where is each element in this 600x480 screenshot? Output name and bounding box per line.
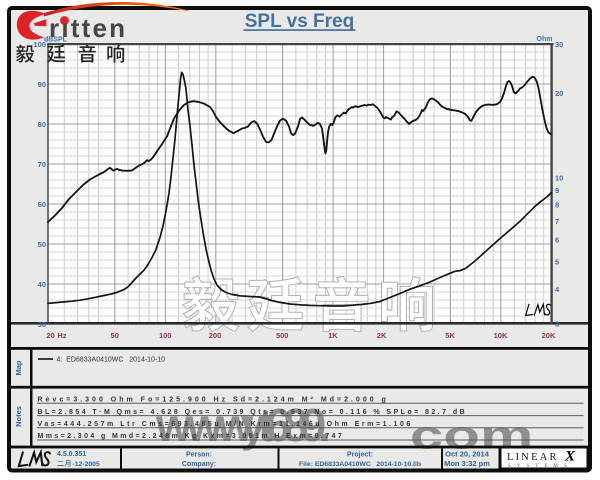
svg-text:80: 80 [38, 120, 46, 129]
svg-text:200: 200 [209, 331, 222, 340]
svg-text:SPL vs Freq: SPL vs Freq [245, 11, 354, 32]
svg-text:2K: 2K [377, 331, 387, 340]
svg-text:File: ED6833A0410WC 2014-10-: File: ED6833A0410WC 2014-10-10.lib [299, 461, 421, 468]
svg-text:20: 20 [555, 89, 563, 98]
svg-text:Mms=2.304 g Mmd=2.248m Kg Kx: Mms=2.304 g Mmd=2.248m Kg Kxm=3.051m H E… [38, 433, 345, 440]
svg-text:9: 9 [555, 186, 559, 195]
svg-text:90: 90 [38, 80, 46, 89]
svg-text:500: 500 [276, 331, 289, 340]
svg-text:LINEAR: LINEAR [507, 452, 559, 463]
svg-text:10K: 10K [494, 331, 508, 340]
svg-text:50: 50 [111, 331, 119, 340]
svg-text:X: X [564, 448, 576, 464]
svg-text:Person:: Person: [186, 452, 212, 459]
svg-text:5: 5 [555, 258, 559, 267]
svg-text:8: 8 [555, 201, 559, 210]
svg-text:4.5.0.351: 4.5.0.351 [57, 451, 86, 458]
svg-text:dBSPL: dBSPL [44, 37, 68, 44]
svg-text:www.: www. [155, 399, 257, 451]
svg-text:Ohm: Ohm [537, 36, 553, 43]
svg-text:Hz: Hz [57, 331, 66, 340]
svg-text:4: 4 [555, 285, 560, 294]
svg-text:Revc=3.300 Ohm Fo=125.900 Hz: Revc=3.300 Ohm Fo=125.900 Hz Sd=2.124m M… [38, 397, 389, 404]
svg-text:30: 30 [555, 40, 563, 49]
svg-text:Project:: Project: [347, 452, 373, 459]
svg-text:6: 6 [555, 236, 559, 245]
svg-text:4: ED6833A0410WC 2014-10-10: 4: ED6833A0410WC 2014-10-10 [57, 357, 166, 364]
svg-text:1K: 1K [328, 331, 338, 340]
svg-text:Mon 3:32 pm: Mon 3:32 pm [444, 459, 490, 468]
svg-text:5K: 5K [445, 331, 455, 340]
svg-text:60: 60 [38, 200, 46, 209]
svg-text:70: 70 [38, 160, 46, 169]
svg-text:100: 100 [33, 40, 46, 49]
svg-text:Vas=444.257m Ltr Cms=693.485u: Vas=444.257m Ltr Cms=693.485u M/N Krm=11… [38, 421, 413, 428]
svg-text:40: 40 [38, 280, 46, 289]
svg-text:20: 20 [46, 331, 54, 340]
svg-text:Map: Map [14, 360, 23, 375]
svg-text:20K: 20K [542, 331, 556, 340]
svg-text:Notes: Notes [14, 406, 23, 427]
svg-text:SYSTEMS: SYSTEMS [508, 464, 573, 469]
svg-text:rıtten: rıtten [49, 13, 127, 43]
svg-text:-12-2005: -12-2005 [73, 461, 100, 468]
svg-text:Company:: Company: [182, 461, 216, 468]
svg-text:7: 7 [555, 217, 559, 226]
svg-text:BL=2.854 T·M Qms= 4.628 Qes=: BL=2.854 T·M Qms= 4.628 Qes= 0.739 Qts= … [38, 409, 468, 416]
svg-text:100: 100 [159, 331, 172, 340]
svg-text:10: 10 [555, 173, 563, 182]
svg-text:50: 50 [38, 240, 46, 249]
svg-text:3: 3 [555, 319, 559, 328]
svg-text:yt689.: yt689. [241, 399, 329, 451]
svg-text:Oct 20, 2014: Oct 20, 2014 [445, 450, 490, 459]
svg-text:30: 30 [38, 320, 46, 329]
